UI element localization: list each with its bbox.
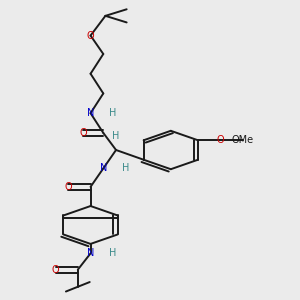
Text: H: H [109,248,116,258]
Text: H: H [122,164,129,173]
Text: O: O [87,31,94,40]
Text: O: O [52,265,60,275]
Text: OMe: OMe [232,135,253,145]
Text: N: N [100,164,107,173]
Text: N: N [87,248,94,258]
Text: N: N [87,108,94,118]
Text: H: H [109,108,116,118]
Text: H: H [112,130,120,140]
Text: O: O [216,135,224,145]
Text: O: O [65,182,72,192]
Text: O: O [79,128,87,138]
